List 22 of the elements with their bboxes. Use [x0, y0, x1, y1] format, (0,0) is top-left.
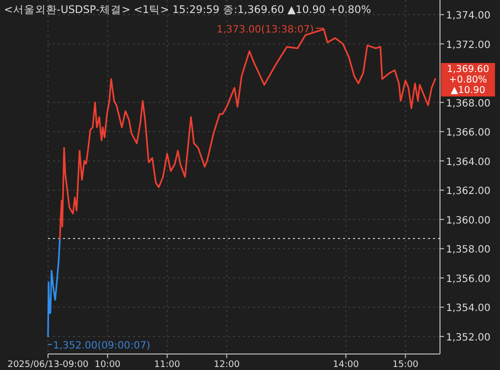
y-tick-label: 1,360.00	[446, 215, 491, 226]
chart-title: <서울외환-USDSP-체결> <1틱> 15:29:59 종:1,369.60 ▲10.90 +0.80%	[4, 4, 372, 16]
y-tick-label: 1,366.00	[446, 128, 491, 139]
y-tick-label: 1,354.00	[446, 303, 491, 314]
annotation: 1,373.00(13:38:07)	[216, 24, 314, 36]
x-tick-label: 2025/06/13-09:00	[7, 360, 89, 370]
y-tick-label: 1,364.00	[446, 156, 491, 168]
line-series	[47, 238, 61, 338]
y-tick-label: 1,358.00	[446, 244, 491, 256]
y-tick-label: 1,368.00	[446, 98, 491, 110]
x-tick-label: 14:00	[332, 360, 360, 370]
x-tick-label: 12:00	[214, 360, 240, 370]
y-tick-label: 1,356.00	[446, 274, 491, 285]
y-tick-label: 1,374.00	[446, 10, 491, 22]
y-tick-label: 1,362.00	[446, 186, 491, 198]
x-tick-label: 10:00	[94, 360, 121, 370]
x-tick-label: 15:00	[392, 360, 419, 370]
y-tick-label: 1,372.00	[446, 40, 491, 51]
x-tick-label: 11:00	[154, 360, 180, 370]
annotation: 1,369.60 +0.80% ▲10.90	[446, 64, 490, 96]
y-tick-label: 1,352.00	[446, 332, 491, 344]
annotation: 1,352.00(09:00:07)	[53, 340, 150, 352]
